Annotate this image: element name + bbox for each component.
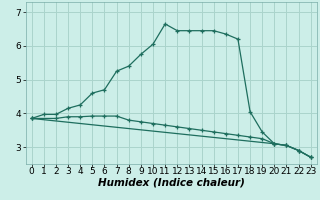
X-axis label: Humidex (Indice chaleur): Humidex (Indice chaleur) — [98, 178, 244, 188]
